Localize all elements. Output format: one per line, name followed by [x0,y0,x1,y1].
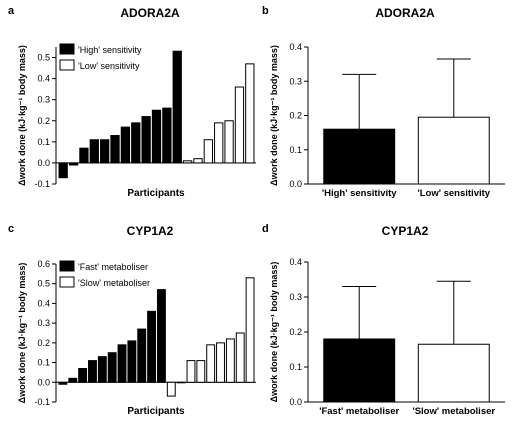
bar-group2-participant-1 [182,160,193,164]
x-category-label: 'Low' sensitivity [417,188,490,199]
bar-group1-participant-10 [151,109,162,164]
y-tick-label: 0.3 [37,318,50,328]
panel-letter: d [262,223,269,235]
bar-group1-participant-9 [141,116,151,164]
y-axis-label: Δwork done (kJ·kg⁻¹ body mass) [269,45,279,186]
y-tick-label: 0.4 [289,257,302,267]
legend-label: 'High' sensitivity [78,45,142,55]
panel-a: a ADORA2A -0.1 0.0 0.1 0.2 0.3 0.4 0.5 Δwork done… [8,5,256,199]
x-category-label: 'High' sensitivity [322,188,397,199]
y-tick-label: 0.5 [37,53,50,63]
x-category-label: 'Slow' metaboliser [412,406,495,417]
bar-group1-participant-5 [100,139,110,164]
y-tick-label: 0.3 [289,292,302,302]
bar-group2-participant-4 [196,360,206,383]
bar-group2-participant-7 [225,338,235,383]
bar-group2-participant-4 [214,122,224,164]
bar-group1-participant-6 [107,352,117,383]
y-tick-label: -0.1 [34,179,50,189]
y-tick-label: 0.2 [37,116,50,126]
legend-swatch [59,276,75,288]
bar-group1-participant-2 [68,162,79,166]
bar-group2-participant-7 [245,63,255,164]
legend-label: 'Fast' metaboliser [78,262,148,272]
bar-group2-participant-9 [245,277,255,383]
y-axis-label: Δwork done (kJ·kg⁻¹ body mass) [17,263,27,404]
y-tick-label: 0.4 [37,74,50,84]
y-tick-label: 0.2 [289,327,302,337]
y-tick-label: 0.4 [37,298,50,308]
bar-group1-participant-1 [58,162,68,179]
x-category-label: 'Fast' metaboliser [319,406,399,417]
bar-group1-participant-12 [172,50,182,164]
y-tick-label: 0.0 [37,377,50,387]
bar-group1-participant-4 [89,139,99,164]
bar-group1-participant-11 [156,289,166,383]
y-tick-label: -0.1 [34,397,50,407]
y-tick-label: 0.0 [289,179,302,189]
x-axis-label: Participants [127,188,185,199]
bar-group-1 [323,338,396,403]
panel-b: b ADORA2A 0.0 0.1 0.2 0.3 0.4 Δwork done (kJ·kg… [262,5,505,199]
bar-group1-participant-3 [79,147,89,164]
y-tick-label: 0.0 [289,397,302,407]
bar-group1-participant-2 [68,377,78,383]
bar-group1-participant-8 [131,122,141,164]
y-tick-label: 0.0 [37,158,50,168]
bar-group1-participant-8 [127,340,137,383]
bar-group1-participant-3 [78,367,88,383]
bar-group1-participant-4 [88,360,97,383]
bar-group2-participant-2 [193,158,203,164]
y-tick-label: 0.1 [37,358,50,368]
legend-swatch [59,59,75,71]
bar-group1-participant-7 [117,344,127,383]
y-tick-label: 0.4 [289,42,302,52]
bar-group1-participant-7 [120,126,131,164]
x-axis-label: Participants [127,406,185,417]
y-tick-label: 0.2 [289,111,302,121]
panel-letter: b [262,5,269,17]
legend-swatch [59,260,75,272]
bar-group1-participant-9 [137,328,147,383]
y-tick-label: 0.3 [289,76,302,86]
bar-group2-participant-6 [234,86,245,164]
y-tick-label: 0.1 [289,362,302,372]
y-tick-label: 0.2 [37,338,50,348]
bar-group2-participant-5 [206,344,216,383]
y-tick-label: 0.6 [37,259,50,269]
bar-group1-participant-10 [147,310,157,383]
bar-group-2 [417,343,490,403]
legend-swatch [59,43,75,55]
panel-title: ADORA2A [375,6,435,20]
panel-d: d CYP1A2 0.0 0.1 0.2 0.3 0.4 Δwork done (kJ·kg⁻… [262,223,505,417]
legend-label: 'Slow' metaboliser [78,278,150,288]
y-tick-label: 0.5 [37,279,50,289]
bar-group1-participant-6 [110,135,120,164]
y-axis-label: Δwork done (kJ·kg⁻¹ body mass) [17,45,27,186]
panel-letter: c [8,223,14,235]
bar-group2-participant-3 [186,360,196,383]
bar-group2-participant-6 [216,342,225,383]
panel-title: CYP1A2 [127,224,174,238]
bar-group2-participant-8 [235,332,245,383]
bar-group-2 [417,116,490,185]
legend-label: 'Low' sensitivity [78,61,140,71]
bar-group1-participant-1 [58,381,68,385]
bar-group2-participant-2 [176,381,186,384]
bar-group2-participant-1 [166,381,176,397]
bar-group1-participant-11 [162,107,172,164]
bar-group1-participant-5 [97,356,107,383]
bar-group2-participant-5 [224,120,234,164]
y-axis-label: Δwork done (kJ·kg⁻¹ body mass) [269,262,279,403]
y-tick-label: 0.1 [37,137,50,147]
panel-title: ADORA2A [120,6,180,20]
panel-c: c CYP1A2 -0.1 0.0 0.1 0.2 0.3 0.4 0.5 0.6 Δwork do… [8,223,256,417]
panel-letter: a [8,5,15,17]
bar-group2-participant-3 [203,139,213,164]
y-tick-label: 0.1 [289,145,302,155]
y-tick-label: 0.3 [37,95,50,105]
panel-title: CYP1A2 [382,224,429,238]
bar-group-1 [323,128,396,185]
